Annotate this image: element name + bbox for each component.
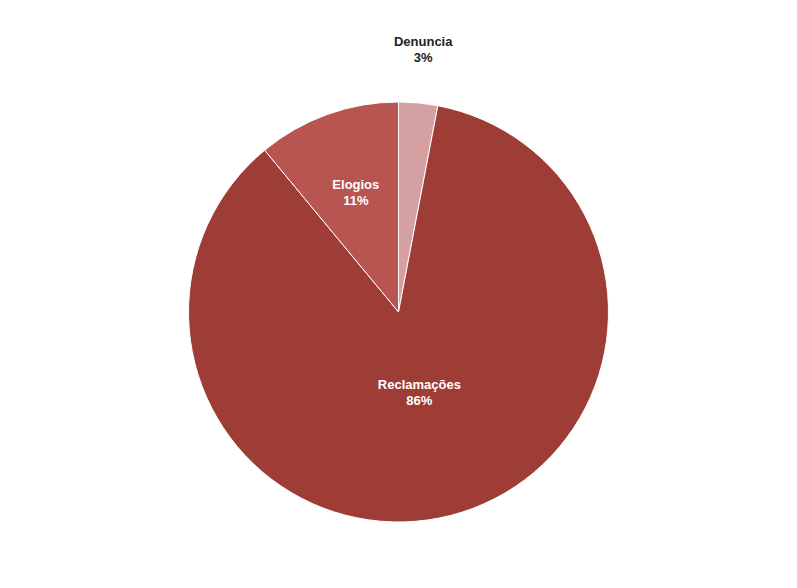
value-label: 86% <box>406 393 432 408</box>
labels: Denuncia3% Reclamações86% Elogios11% <box>332 34 461 408</box>
slices <box>188 102 608 522</box>
value-label: 3% <box>414 50 433 65</box>
pie-slice <box>265 102 399 312</box>
category-label: Elogios <box>332 177 379 192</box>
data-label: Reclamações86% <box>378 377 461 408</box>
category-label: Denuncia <box>394 34 453 49</box>
chart: Denuncia3% Reclamações86% Elogios11% <box>0 0 797 588</box>
value-label: 11% <box>343 193 369 208</box>
category-label: Reclamações <box>378 377 461 392</box>
plot <box>188 102 608 522</box>
data-label: Denuncia3% <box>394 34 453 65</box>
data-label: Elogios11% <box>332 177 379 208</box>
